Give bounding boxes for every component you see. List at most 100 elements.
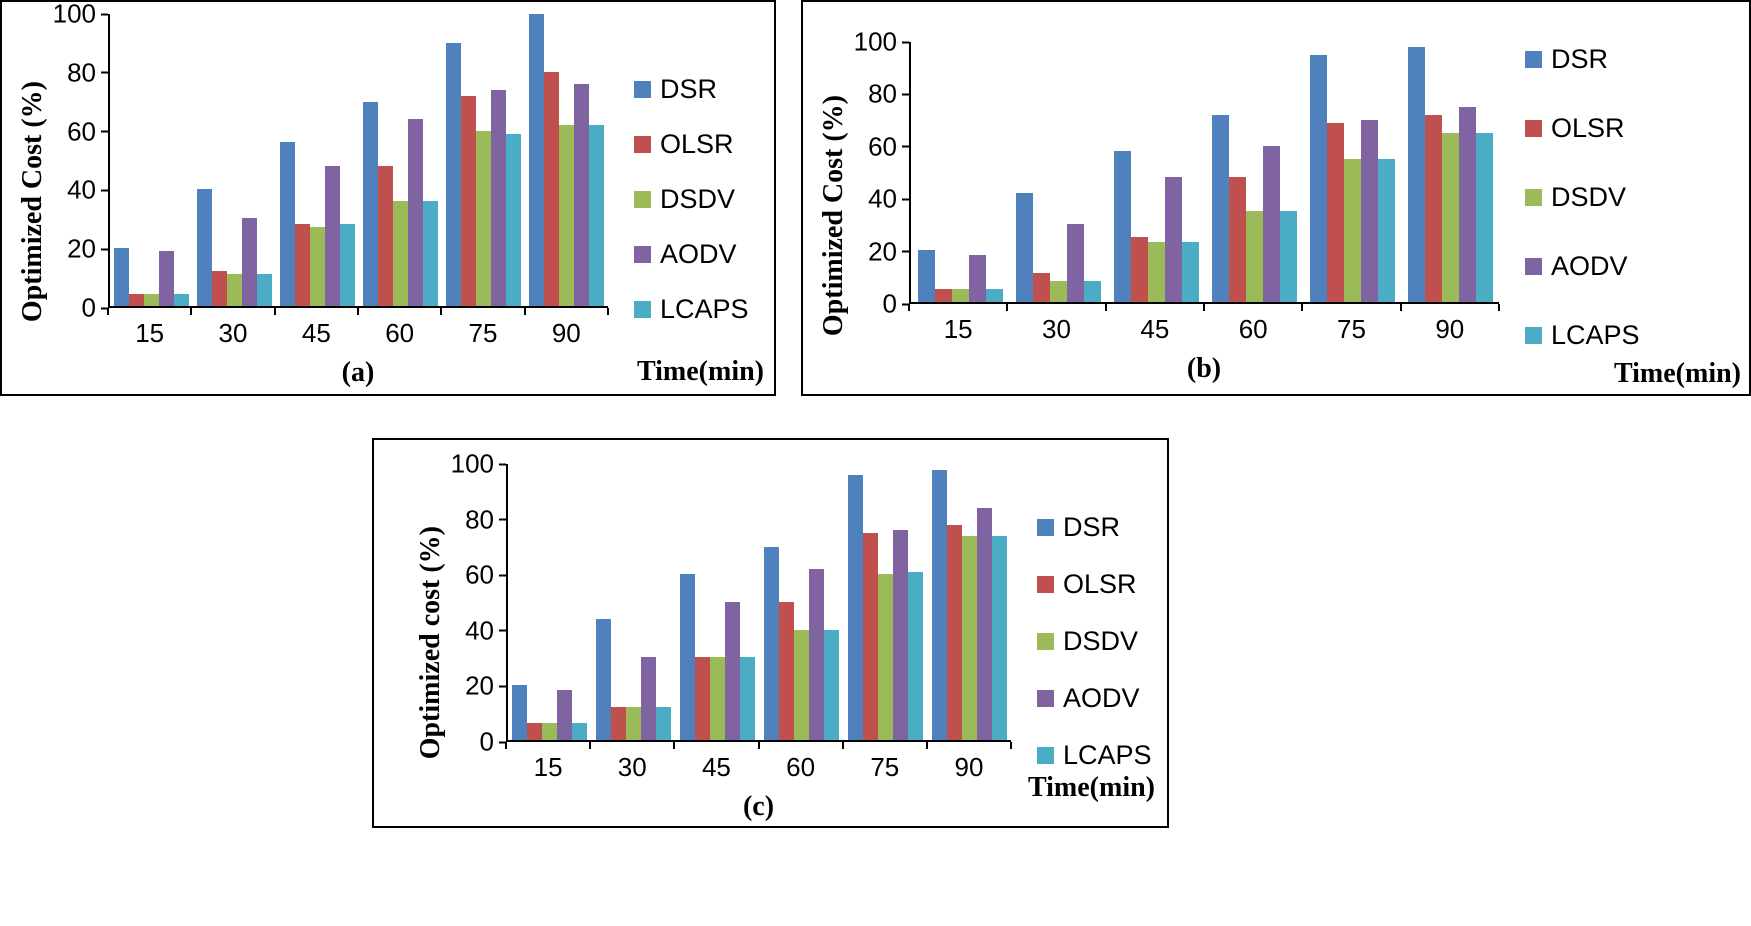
y-tick: 100	[451, 449, 506, 480]
y-tick: 20	[465, 671, 506, 702]
bar-lcaps-60	[1279, 211, 1297, 302]
legend-label: OLSR	[1063, 569, 1137, 599]
legend-swatch-icon	[1525, 258, 1542, 275]
x-tick-label: 75	[870, 752, 900, 782]
bar-dsr-15	[917, 250, 935, 302]
legend-swatch-icon	[634, 301, 651, 318]
y-tick-label: 60	[868, 131, 897, 162]
bar-dsdv-45	[1147, 242, 1165, 302]
y-tick: 80	[67, 57, 108, 88]
bar-aodv-15	[557, 690, 573, 740]
bar-olsr-45	[695, 657, 711, 740]
y-tick-label: 60	[67, 116, 96, 147]
legend-swatch-icon	[1037, 690, 1054, 707]
legend-swatch-icon	[1037, 633, 1054, 650]
bar-group-30	[1009, 42, 1107, 302]
y-tick: 40	[67, 175, 108, 206]
below-axis: 15 30 45 60 75 90 (a)	[107, 308, 609, 389]
y-tick-label: 20	[465, 670, 494, 701]
x-tick-mark	[841, 742, 844, 749]
y-tick-mark	[101, 189, 108, 192]
bar-lcaps-30	[656, 706, 672, 740]
bar-dsdv-30	[626, 706, 642, 740]
caption-row: (a)	[108, 357, 608, 389]
legend-item-olsr: OLSR	[1037, 569, 1137, 600]
x-tick-mark	[925, 742, 928, 749]
bar-dsdv-75	[476, 130, 491, 306]
y-tick-label: 100	[52, 0, 96, 29]
bar-lcaps-45	[1181, 242, 1199, 302]
y-tick-label: 40	[67, 174, 96, 205]
x-tick-label: 75	[1337, 314, 1366, 344]
legend-label: LCAPS	[660, 294, 749, 324]
y-axis-title: Optimized Cost (%)	[17, 81, 48, 323]
y-tick: 20	[67, 234, 108, 265]
legend-swatch-icon	[1037, 576, 1054, 593]
y-tick: 100	[53, 0, 108, 30]
bar-dsr-45	[680, 574, 696, 740]
y-axis: 100 80 60 40 20 0	[53, 0, 108, 323]
x-tick-mark	[1104, 304, 1107, 311]
legend-label: LCAPS	[1063, 740, 1152, 770]
legend-label: AODV	[1063, 683, 1140, 713]
chart-panel-b: Optimized Cost (%) 100 80 60 40 20 0 15 30 45 60…	[801, 0, 1751, 396]
x-ticks	[505, 742, 1012, 750]
below-axis: 15 30 45 60 75 90 (c)	[505, 742, 1012, 823]
legend-swatch-icon	[1525, 51, 1542, 68]
y-tick-label: 0	[479, 726, 494, 757]
bar-group-30	[193, 14, 276, 306]
chart-caption: (c)	[742, 791, 775, 822]
y-tick-mark	[499, 685, 506, 688]
y-tick-mark	[101, 307, 108, 309]
y-tick-mark	[902, 198, 909, 201]
plot-area	[506, 464, 1011, 742]
y-tick: 40	[465, 615, 506, 646]
bar-dsdv-60	[793, 629, 809, 740]
bar-group-60	[1205, 42, 1303, 302]
x-tick-mark	[523, 308, 526, 315]
bar-dsdv-90	[559, 124, 574, 306]
y-tick-label: 80	[67, 57, 96, 88]
legend-item-olsr: OLSR	[634, 129, 734, 160]
y-axis: 100 80 60 40 20 0	[854, 27, 909, 319]
bar-group-60	[759, 464, 843, 740]
legend-label: DSR	[1551, 44, 1609, 74]
bar-lcaps-60	[423, 200, 438, 306]
bar-group-45	[276, 14, 359, 306]
x-tick-label: 15	[135, 318, 165, 348]
bar-aodv-60	[1262, 146, 1280, 302]
legend-label: DSDV	[1551, 182, 1627, 212]
y-tick-mark	[499, 629, 506, 632]
bar-aodv-90	[574, 84, 589, 306]
x-tick-mark	[357, 308, 359, 315]
bar-dsr-45	[280, 142, 295, 306]
y-tick-label: 40	[868, 183, 897, 214]
x-tick-label: 90	[551, 318, 581, 348]
legend-item-dsdv: DSDV	[1525, 182, 1626, 213]
legend-item-dsdv: DSDV	[1037, 626, 1138, 657]
y-tick-mark	[902, 93, 909, 96]
x-ticks	[908, 304, 1500, 312]
bar-aodv-45	[725, 602, 741, 740]
bar-olsr-90	[1424, 114, 1442, 302]
bar-lcaps-60	[823, 629, 839, 740]
x-tick-label: 75	[468, 318, 498, 348]
x-tick-label: 60	[385, 318, 415, 348]
bar-aodv-15	[159, 250, 174, 306]
bar-dsr-30	[1015, 192, 1033, 302]
bar-olsr-45	[295, 224, 310, 306]
bar-dsr-90	[529, 14, 544, 306]
bar-olsr-75	[1326, 122, 1344, 302]
legend: DSR OLSR DSDV AODV LCAPS	[608, 74, 768, 390]
caption-row: (c)	[506, 791, 1011, 823]
legend-swatch-icon	[1525, 120, 1542, 137]
chart-caption: (b)	[1186, 353, 1222, 384]
bar-aodv-30	[641, 657, 657, 740]
legend-label: LCAPS	[1551, 320, 1640, 350]
bar-dsr-60	[363, 101, 378, 306]
legend-item-dsdv: DSDV	[634, 184, 735, 215]
bar-olsr-60	[778, 602, 794, 740]
bar-aodv-15	[968, 255, 986, 302]
bar-aodv-75	[1360, 120, 1378, 302]
y-tick-mark	[499, 741, 506, 743]
